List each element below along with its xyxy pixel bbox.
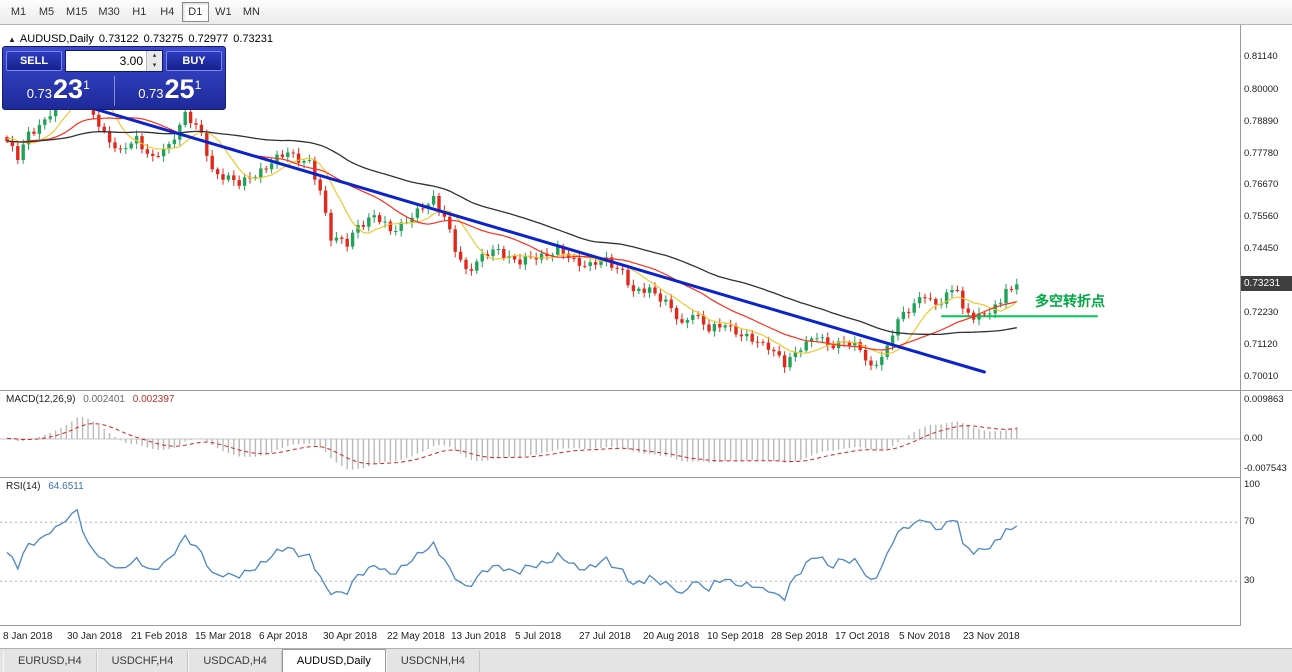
symbol-label: AUDUSD,Daily	[19, 33, 94, 45]
timeframe-toolbar: M1 M5 M15 M30 H1 H4 D1 W1 MN	[0, 0, 1292, 25]
chart-annotation: 多空转折点	[1035, 293, 1105, 309]
rsi-tick-label: 100	[1244, 479, 1260, 490]
date-label: 27 Jul 2018	[579, 631, 631, 642]
price-axis[interactable]: 0.81140 0.80000 0.78890 0.77780 0.76670 0.755…	[1240, 25, 1292, 390]
candles	[5, 59, 1019, 373]
buy-price-big: 25	[164, 73, 195, 104]
timeframe-button-m30[interactable]: M30	[93, 2, 124, 22]
price-tick-label: 0.71120	[1244, 339, 1278, 350]
date-label: 17 Oct 2018	[835, 631, 890, 642]
timeframe-button-h1[interactable]: H1	[126, 2, 153, 22]
date-label: 23 Nov 2018	[963, 631, 1020, 642]
ohlc-high: 0.73275	[143, 33, 184, 45]
timeframe-button-m15[interactable]: M15	[61, 2, 92, 22]
price-tick-label: 0.70010	[1244, 371, 1279, 382]
price-tick-label: 0.78890	[1244, 116, 1279, 127]
sell-price[interactable]: 0.73 23 1	[3, 73, 114, 107]
one-click-trading-panel: SELL ▴ ▾ BUY 0.73 23 1 0.73	[2, 46, 226, 110]
timeframe-button-d1[interactable]: D1	[181, 2, 209, 22]
date-label: 20 Aug 2018	[643, 631, 700, 642]
ohlc-close: 0.73231	[233, 33, 273, 45]
chart-tab-usdcad-h4[interactable]: USDCAD,H4	[188, 651, 282, 672]
current-price-badge: 0.73231	[1241, 276, 1292, 291]
date-label: 5 Jul 2018	[515, 631, 562, 642]
rsi-label: RSI(14)	[6, 481, 41, 492]
macd-panel[interactable]: 0.009863 0.00 -0.007543 MACD(12,26,9) 0.00…	[0, 390, 1292, 478]
price-divider	[113, 76, 115, 106]
sell-price-prefix: 0.73	[26, 85, 53, 101]
macd-header: MACD(12,26,9) 0.002401 0.002397	[6, 394, 179, 405]
macd-canvas[interactable]	[0, 391, 1240, 478]
sell-price-big: 23	[53, 73, 84, 104]
buy-price-prefix: 0.73	[138, 85, 164, 101]
date-label: 22 May 2018	[387, 631, 445, 642]
macd-main-value: 0.002401	[83, 394, 125, 405]
volume-increase-button[interactable]: ▴	[147, 51, 162, 61]
price-tick-label: 0.77780	[1244, 148, 1279, 159]
rsi-axis[interactable]: 100 70 30	[1240, 478, 1292, 626]
ohlc-open: 0.73122	[98, 33, 139, 45]
rsi-tick-label: 70	[1244, 516, 1255, 527]
main-chart-canvas[interactable]	[0, 25, 1240, 390]
ma-8-line	[6, 92, 1018, 355]
buy-price-sup: 1	[194, 77, 202, 92]
volume-spinner-arrows: ▴ ▾	[146, 51, 162, 71]
timeframe-button-mn[interactable]: MN	[238, 2, 265, 22]
date-label: 5 Nov 2018	[899, 631, 951, 642]
chart-tab-usdchf-h4[interactable]: USDCHF,H4	[96, 651, 189, 672]
macd-signal-line	[6, 423, 1017, 465]
chart-tabs-bar: EURUSD,H4 USDCHF,H4 USDCAD,H4 AUDUSD,Daily U…	[0, 648, 1292, 672]
sell-price-sup: 1	[83, 77, 90, 92]
rsi-value: 64.6511	[48, 481, 84, 492]
macd-tick-label: -0.007543	[1244, 463, 1287, 474]
timeframe-button-m1[interactable]: M1	[5, 2, 32, 22]
rsi-line	[6, 508, 1018, 602]
main-chart-panel[interactable]: 0.81140 0.80000 0.78890 0.77780 0.76670 0.755…	[0, 25, 1292, 390]
macd-label: MACD(12,26,9)	[6, 394, 76, 405]
date-label: 10 Sep 2018	[707, 631, 764, 642]
chart-info-line: ▲ AUDUSD,Daily 0.73122 0.73275 0.72977 0…	[8, 33, 273, 45]
volume-decrease-button[interactable]: ▾	[147, 61, 162, 71]
date-label: 8 Jan 2018	[3, 631, 53, 642]
date-label: 13 Jun 2018	[451, 631, 507, 642]
date-label: 30 Apr 2018	[323, 631, 377, 642]
rsi-panel[interactable]: 100 70 30 RSI(14) 64.6511	[0, 477, 1292, 626]
timeframe-button-h4[interactable]: H4	[154, 2, 181, 22]
chart-tab-usdcnh-h4[interactable]: USDCNH,H4	[385, 651, 481, 672]
trade-prices-row: 0.73 23 1 0.73 25 1	[3, 72, 225, 110]
descending-trendline	[86, 105, 986, 374]
price-tick-label: 0.72230	[1244, 307, 1279, 318]
trade-panel-collapse-icon[interactable]: ▲	[8, 34, 16, 44]
volume-spinner: ▴ ▾	[65, 50, 163, 72]
sell-button[interactable]: SELL	[6, 51, 62, 71]
rsi-header: RSI(14) 64.6511	[6, 481, 89, 492]
trade-controls-row: SELL ▴ ▾ BUY	[3, 47, 225, 72]
ohlc-low: 0.72977	[188, 33, 229, 45]
price-tick-label: 0.76670	[1244, 179, 1279, 190]
rsi-tick-label: 30	[1244, 575, 1255, 586]
macd-tick-label: 0.00	[1244, 433, 1263, 444]
volume-input[interactable]	[66, 51, 146, 71]
macd-signal-value: 0.002397	[132, 394, 175, 405]
rsi-canvas[interactable]	[0, 478, 1240, 626]
date-label: 30 Jan 2018	[67, 631, 123, 642]
date-label: 28 Sep 2018	[771, 631, 828, 642]
price-tick-label: 0.81140	[1244, 51, 1278, 62]
buy-button[interactable]: BUY	[166, 51, 222, 71]
date-label: 21 Feb 2018	[131, 631, 188, 642]
date-axis[interactable]: 8 Jan 2018 30 Jan 2018 21 Feb 2018 15 Mar 2…	[0, 625, 1292, 649]
date-label: 15 Mar 2018	[195, 631, 252, 642]
macd-tick-label: 0.009863	[1244, 394, 1284, 405]
date-label: 6 Apr 2018	[259, 631, 308, 642]
chart-tab-audusd-daily[interactable]: AUDUSD,Daily	[281, 649, 386, 672]
macd-axis[interactable]: 0.009863 0.00 -0.007543	[1240, 391, 1292, 478]
timeframe-button-m5[interactable]: M5	[33, 2, 60, 22]
price-tick-label: 0.80000	[1244, 84, 1279, 95]
buy-price[interactable]: 0.73 25 1	[115, 73, 226, 107]
macd-histogram	[6, 417, 1018, 470]
price-tick-label: 0.74450	[1244, 243, 1279, 254]
price-tick-label: 0.75560	[1244, 211, 1279, 222]
timeframe-button-w1[interactable]: W1	[210, 2, 237, 22]
chart-tab-eurusd-h4[interactable]: EURUSD,H4	[3, 651, 97, 672]
